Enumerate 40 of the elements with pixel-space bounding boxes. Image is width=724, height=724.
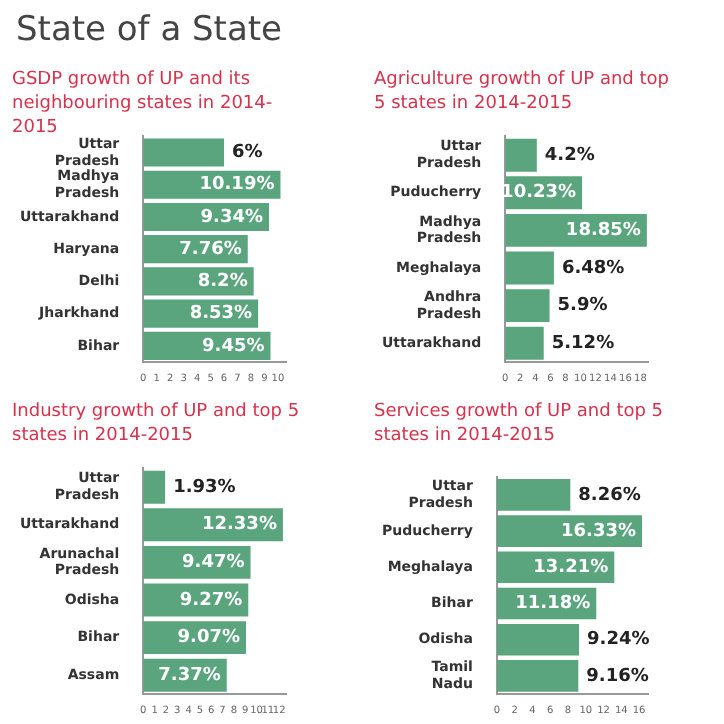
data-label: 7.37% [158, 665, 221, 686]
bar [496, 623, 580, 656]
bar [505, 326, 544, 360]
data-label: 5.12% [551, 333, 615, 354]
data-label: 9.24% [587, 630, 650, 651]
bar [143, 470, 166, 504]
data-label: 18.85% [565, 221, 641, 242]
data-label: 10.23% [501, 183, 577, 204]
data-label: 4.2% [544, 145, 595, 166]
data-label: 9.45% [202, 336, 265, 357]
chart-title: Agriculture growth of UP and top 5 states in 2014-2015 [374, 68, 671, 118]
bar [505, 289, 550, 323]
data-label: 9.47% [182, 553, 245, 574]
data-label: 10.19% [199, 175, 275, 196]
data-label: 8.53% [189, 304, 253, 325]
data-label: 9.07% [177, 628, 241, 649]
chart-title: GSDP growth of UP and its neighbouring states in 2014-2015 [12, 68, 275, 138]
chart-title: Services growth of UP and top 5 states in 2014-2015 [374, 400, 666, 450]
chart-title: Industry growth of UP and top 5 states in 2014-2015 [12, 400, 302, 450]
data-label: 8.26% [578, 485, 641, 506]
data-label: 11.18% [515, 594, 591, 615]
data-label: 6.48% [561, 258, 625, 279]
data-label: 9.34% [200, 207, 264, 228]
data-label: 1.93% [173, 477, 236, 498]
data-label: 5.9% [557, 296, 608, 317]
bar [496, 660, 579, 692]
data-label: 16.33% [561, 521, 637, 542]
data-label: 12.33% [201, 515, 277, 536]
bar [143, 138, 225, 167]
text: State of a State [16, 10, 283, 50]
bar [505, 251, 554, 285]
data-label: 9.16% [586, 666, 649, 687]
data-label: 7.76% [179, 239, 242, 260]
data-label: 9.27% [179, 590, 243, 611]
bar [143, 267, 254, 296]
data-label: 8.2% [197, 272, 248, 293]
bar [505, 138, 537, 172]
data-label: 13.21% [533, 557, 609, 578]
data-label: 6% [232, 143, 263, 164]
bar [496, 479, 571, 511]
